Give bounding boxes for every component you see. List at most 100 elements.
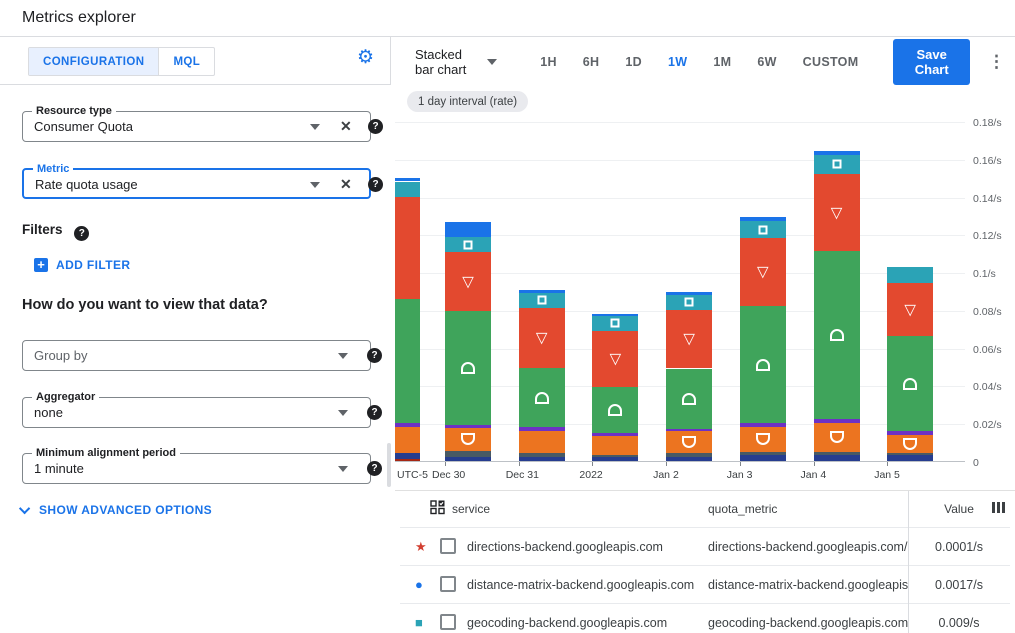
bar-segment-navy[interactable] bbox=[887, 455, 934, 461]
row-checkbox[interactable] bbox=[440, 614, 456, 630]
bar-segment-teal[interactable] bbox=[813, 155, 860, 174]
bar-segment-green[interactable] bbox=[666, 368, 713, 429]
bar-segment-purple[interactable] bbox=[518, 427, 565, 431]
time-range-6w[interactable]: 6W bbox=[757, 55, 777, 69]
bar-segment-orange[interactable] bbox=[739, 427, 786, 452]
bar-segment-slate[interactable] bbox=[666, 453, 713, 458]
bar-segment-green[interactable] bbox=[395, 298, 420, 424]
help-icon[interactable]: ? bbox=[368, 119, 383, 134]
chart-type-dropdown[interactable]: Stacked bar chart bbox=[415, 47, 498, 77]
bar-segment-teal[interactable] bbox=[395, 181, 420, 197]
bar-segment-slate[interactable] bbox=[445, 450, 491, 458]
bar-segment-navy[interactable] bbox=[395, 453, 420, 460]
toggle-visibility-icon[interactable] bbox=[430, 500, 445, 515]
resource-type-field[interactable]: Resource type Consumer Quota ✕ ? bbox=[22, 104, 383, 142]
bar-segment-teal[interactable] bbox=[739, 221, 786, 239]
bar-segment-slate[interactable] bbox=[739, 451, 786, 456]
bar-segment-teal[interactable] bbox=[666, 294, 713, 310]
gear-icon[interactable]: ⚙ bbox=[356, 47, 374, 68]
bar-segment-navy[interactable] bbox=[813, 455, 860, 461]
help-icon[interactable]: ? bbox=[367, 461, 382, 476]
bar-segment-purple[interactable] bbox=[887, 430, 934, 435]
bar-segment-teal[interactable] bbox=[887, 267, 934, 284]
save-chart-button[interactable]: Save Chart bbox=[893, 39, 970, 85]
clear-icon[interactable]: ✕ bbox=[340, 176, 352, 192]
row-checkbox[interactable] bbox=[440, 576, 456, 592]
bar-segment-blue[interactable] bbox=[813, 151, 860, 155]
group-by-field[interactable]: Group by ? bbox=[22, 340, 382, 371]
bar-segment-red[interactable]: ▽ bbox=[445, 252, 491, 311]
clear-icon[interactable]: ✕ bbox=[340, 118, 352, 134]
bar-segment-blue[interactable] bbox=[445, 222, 491, 238]
bar-segment-navy[interactable] bbox=[445, 457, 491, 461]
min-alignment-field[interactable]: Minimum alignment period 1 minute ? bbox=[22, 446, 382, 484]
aggregator-field[interactable]: Aggregator none ? bbox=[22, 390, 382, 428]
bar-segment-orange[interactable] bbox=[813, 423, 860, 452]
bar-segment-orange[interactable] bbox=[518, 430, 565, 454]
bar-segment-green[interactable] bbox=[445, 310, 491, 426]
bar-segment-teal[interactable] bbox=[518, 292, 565, 308]
dropdown-caret-icon[interactable] bbox=[310, 124, 320, 130]
bar-segment-green[interactable] bbox=[813, 251, 860, 420]
table-row[interactable]: ● distance-matrix-backend.googleapis.com… bbox=[400, 566, 1010, 604]
bar-segment-navy[interactable] bbox=[739, 455, 786, 461]
table-row[interactable]: ■ geocoding-backend.googleapis.com geoco… bbox=[400, 604, 1010, 633]
time-range-1w[interactable]: 1W bbox=[667, 55, 688, 69]
bar-segment-green[interactable] bbox=[739, 306, 786, 424]
bar-segment-orange[interactable] bbox=[592, 436, 639, 456]
column-settings-icon[interactable] bbox=[992, 502, 1005, 513]
bar-segment-blue[interactable] bbox=[739, 217, 786, 222]
dropdown-caret-icon[interactable] bbox=[310, 182, 320, 188]
time-range-1h[interactable]: 1H bbox=[540, 55, 557, 69]
bar-segment-purple[interactable] bbox=[666, 428, 713, 431]
help-icon[interactable]: ? bbox=[74, 226, 90, 241]
col-value[interactable]: Value bbox=[944, 502, 974, 516]
dropdown-caret-icon[interactable] bbox=[338, 466, 348, 472]
bar-segment-blue[interactable] bbox=[592, 313, 639, 316]
time-range-1m[interactable]: 1M bbox=[713, 55, 732, 69]
left-panel-scrollbar[interactable] bbox=[387, 443, 391, 487]
bar-segment-purple[interactable] bbox=[395, 423, 420, 427]
bar-segment-orange[interactable] bbox=[395, 427, 420, 454]
help-icon[interactable]: ? bbox=[367, 405, 382, 420]
bar-segment-orange[interactable] bbox=[666, 430, 713, 454]
overflow-menu-icon[interactable]: ⋮ bbox=[988, 52, 1005, 71]
bar-segment-teal[interactable] bbox=[445, 237, 491, 253]
bar-segment-red[interactable]: ▽ bbox=[666, 309, 713, 369]
bar-segment-blue[interactable] bbox=[395, 177, 420, 182]
bar-segment-purple[interactable] bbox=[813, 419, 860, 424]
col-quota-metric[interactable]: quota_metric bbox=[708, 502, 778, 516]
bar-segment-red[interactable]: ▽ bbox=[739, 238, 786, 307]
col-service[interactable]: service bbox=[452, 502, 491, 516]
bar-segment-slate[interactable] bbox=[813, 451, 860, 456]
time-range-1d[interactable]: 1D bbox=[625, 55, 642, 69]
time-range-6h[interactable]: 6H bbox=[582, 55, 600, 69]
bar-segment-orange[interactable] bbox=[445, 427, 491, 451]
bar-segment-red[interactable]: ▽ bbox=[887, 283, 934, 337]
bar-segment-navy[interactable] bbox=[592, 457, 639, 461]
add-filter-button[interactable]: + ADD FILTER bbox=[34, 258, 130, 272]
help-icon[interactable]: ? bbox=[367, 348, 382, 363]
table-row[interactable]: ★ directions-backend.googleapis.com dire… bbox=[400, 528, 1010, 566]
bar-segment-slate[interactable] bbox=[592, 455, 639, 458]
show-advanced-options-button[interactable]: SHOW ADVANCED OPTIONS bbox=[18, 502, 212, 517]
dropdown-caret-icon[interactable] bbox=[338, 410, 348, 416]
bar-segment-crimson[interactable] bbox=[395, 459, 420, 461]
bar-segment-teal[interactable] bbox=[592, 315, 639, 331]
bar-segment-blue[interactable] bbox=[518, 290, 565, 293]
tab-mql[interactable]: MQL bbox=[158, 48, 214, 75]
help-icon[interactable]: ? bbox=[368, 177, 383, 192]
bar-segment-slate[interactable] bbox=[518, 453, 565, 458]
bar-segment-green[interactable] bbox=[887, 336, 934, 431]
bar-segment-green[interactable] bbox=[518, 368, 565, 427]
bar-segment-red[interactable]: ▽ bbox=[813, 173, 860, 252]
row-checkbox[interactable] bbox=[440, 538, 456, 554]
bar-segment-purple[interactable] bbox=[739, 423, 786, 427]
dropdown-caret-icon[interactable] bbox=[338, 353, 348, 359]
bar-segment-purple[interactable] bbox=[592, 432, 639, 437]
bar-segment-red[interactable] bbox=[395, 196, 420, 299]
bar-segment-green[interactable] bbox=[592, 387, 639, 433]
bar-segment-orange[interactable] bbox=[887, 434, 934, 454]
bar-segment-red[interactable]: ▽ bbox=[518, 308, 565, 369]
bar-segment-red[interactable]: ▽ bbox=[592, 330, 639, 388]
